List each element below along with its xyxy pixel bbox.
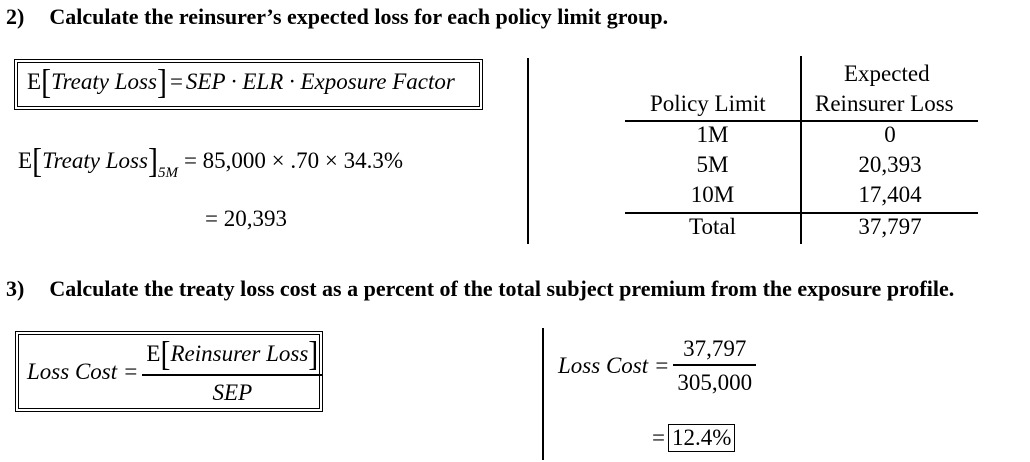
loss-cost-lhs: Loss Cost = xyxy=(27,359,139,384)
loss-cost-formula-box xyxy=(15,331,323,412)
treaty-loss-rhs: SEP · ELR · Exposure Factor xyxy=(185,69,455,94)
section-2-heading: 2) Calculate the reinsurer’s expected lo… xyxy=(6,4,668,30)
treaty-loss-term: Treaty Loss xyxy=(42,148,148,173)
section-2-title: Calculate the reinsurer’s expected loss … xyxy=(49,4,669,29)
loss-cost-calc: Loss Cost = 37,797 305,000 xyxy=(558,334,757,398)
result-equals: = xyxy=(652,425,665,450)
table-header-expected: Expected xyxy=(844,61,930,86)
table-row-loss: 17,404 xyxy=(858,182,922,207)
loss-cost-result-box: 12.4% xyxy=(667,424,736,452)
loss-cost-calc-fraction: 37,797 305,000 xyxy=(673,336,757,396)
treaty-loss-formula: E[Treaty Loss] = SEP · ELR · Exposure Fact… xyxy=(27,63,455,102)
loss-cost-fraction: E[Reinsurer Loss] SEP xyxy=(142,335,323,406)
treaty-loss-5m-calc: E[Treaty Loss]5M = 85,000 × .70 × 34.3% xyxy=(18,142,404,182)
loss-cost-formula: Loss Cost = E[Reinsurer Loss] SEP xyxy=(27,335,323,406)
section-3-number: 3) xyxy=(6,276,25,301)
calc-denominator: 305,000 xyxy=(677,369,753,395)
section-2-number: 2) xyxy=(6,4,25,29)
reinsurer-loss-term: Reinsurer Loss xyxy=(170,341,309,367)
fraction-bar xyxy=(142,374,323,376)
left-bracket-icon: [ xyxy=(160,335,171,374)
right-bracket-icon: ] xyxy=(308,335,319,374)
section-2-divider xyxy=(527,58,529,244)
table-row-loss: 0 xyxy=(884,122,896,147)
right-bracket-icon: ] xyxy=(156,63,167,102)
table-row-limit: 5M xyxy=(696,152,729,177)
table-total-label: Total xyxy=(689,214,736,239)
right-bracket-icon: ] xyxy=(147,142,158,181)
loss-cost-calc-lhs: Loss Cost = xyxy=(558,353,670,378)
expectation-symbol: E xyxy=(27,69,42,94)
fraction-bar xyxy=(673,364,757,366)
subscript-5m: 5M xyxy=(157,165,178,181)
left-bracket-icon: [ xyxy=(32,142,43,181)
loss-cost-result-line: = 12.4% xyxy=(652,424,736,452)
section-3-divider xyxy=(542,328,544,460)
table-header-policy-limit: Policy Limit xyxy=(650,91,766,116)
treaty-loss-formula-box xyxy=(14,59,483,110)
table-row-limit: 1M xyxy=(696,122,729,147)
fraction-numerator: E[Reinsurer Loss] xyxy=(142,335,322,374)
left-bracket-icon: [ xyxy=(41,63,52,102)
treaty-loss-term: Treaty Loss xyxy=(51,69,157,94)
table-row-limit: 10M xyxy=(690,182,735,207)
table-total-rule xyxy=(625,212,978,214)
expectation-symbol: E xyxy=(146,341,161,367)
calc-numerator: 37,797 xyxy=(683,336,747,362)
treaty-loss-5m-result: = 20,393 xyxy=(205,206,287,231)
table-header-rule xyxy=(625,120,978,122)
expectation-symbol: E xyxy=(18,148,33,173)
table-row-loss: 20,393 xyxy=(858,152,922,177)
fraction-denominator: SEP xyxy=(212,379,253,405)
table-total-value: 37,797 xyxy=(858,214,922,239)
treaty-loss-5m-rhs: = 85,000 × .70 × 34.3% xyxy=(183,148,404,173)
table-column-divider xyxy=(800,56,802,244)
section-3-heading: 3) Calculate the treaty loss cost as a p… xyxy=(6,276,954,302)
equals-sign: = xyxy=(169,69,183,94)
section-3-title: Calculate the treaty loss cost as a perc… xyxy=(49,276,955,301)
table-header-reinsurer-loss: Reinsurer Loss xyxy=(815,91,954,116)
